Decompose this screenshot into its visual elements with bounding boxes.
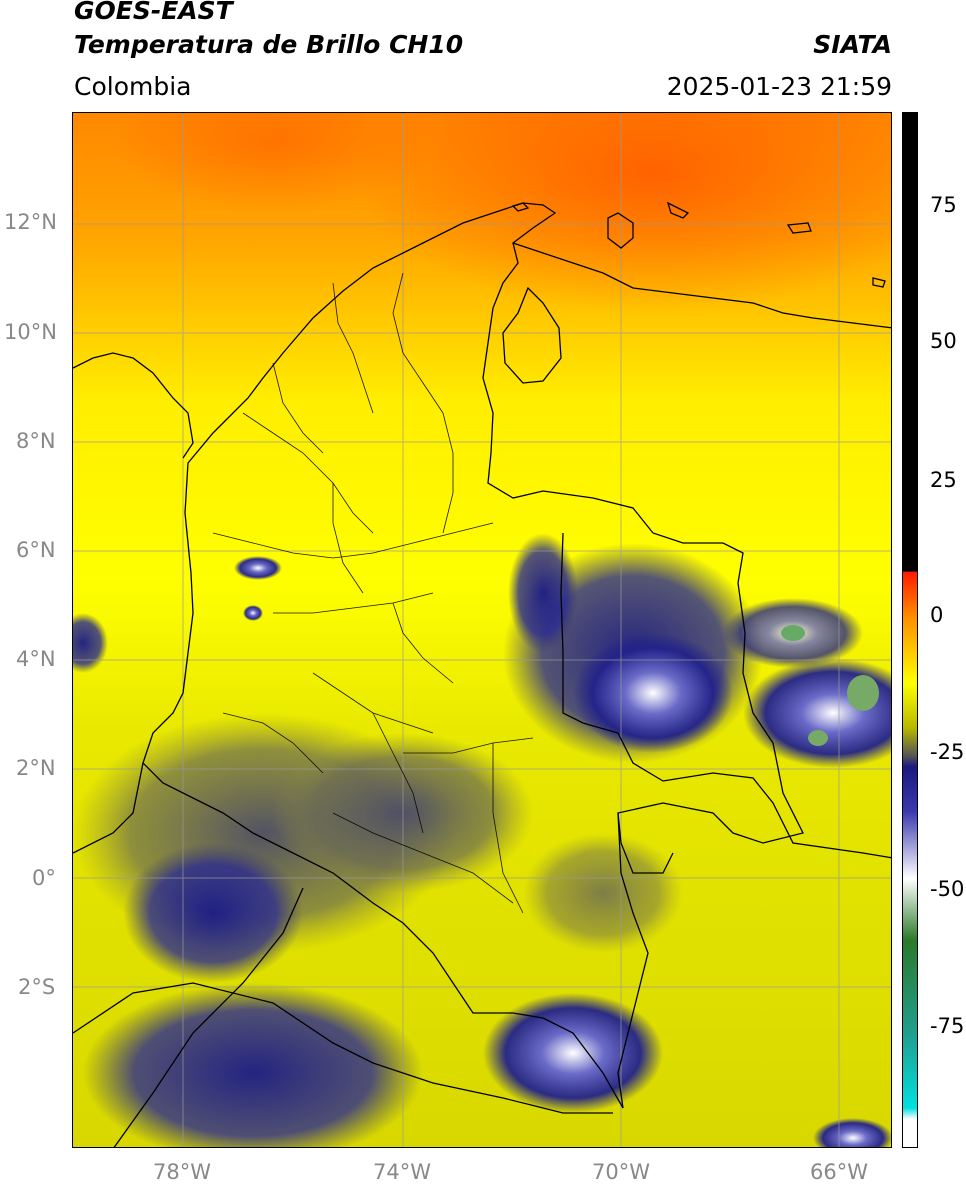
colorbar-tick-0: 0 xyxy=(930,603,944,627)
region-label: Colombia xyxy=(74,72,192,101)
timestamp-label: 2025-01-23 21:59 xyxy=(666,72,892,101)
brand-label: SIATA xyxy=(813,30,892,59)
lon-label-66W: 66°W xyxy=(810,1160,868,1184)
lat-label-0: 0° xyxy=(32,866,56,890)
convective-cell-east xyxy=(573,633,733,753)
map-canvas xyxy=(73,113,891,1147)
convective-cell-south xyxy=(483,993,663,1113)
lat-label-2N: 2°N xyxy=(16,756,56,780)
colorbar-tick-neg25: -25 xyxy=(930,740,965,764)
lat-label-2S: 2°S xyxy=(18,975,56,999)
colorbar-tick-neg50: -50 xyxy=(930,877,965,901)
colorbar xyxy=(902,112,918,1148)
lat-label-4N: 4°N xyxy=(16,647,56,671)
borders xyxy=(73,201,891,1147)
lon-label-74W: 74°W xyxy=(373,1160,431,1184)
lat-label-8N: 8°N xyxy=(16,429,56,453)
colorbar-tick-neg75: -75 xyxy=(930,1014,965,1038)
department-boundaries xyxy=(212,272,534,914)
colorbar-tick-25: 25 xyxy=(930,468,957,492)
lon-label-70W: 70°W xyxy=(592,1160,650,1184)
title-line2: Temperatura de Brillo CH10 xyxy=(74,30,464,59)
lon-label-78W: 78°W xyxy=(153,1160,211,1184)
title-line1: GOES-EAST xyxy=(74,0,233,25)
graticule xyxy=(73,113,891,1147)
lat-label-12N: 12°N xyxy=(4,210,57,234)
colorbar-tick-75: 75 xyxy=(930,193,957,217)
colorbar-tick-50: 50 xyxy=(930,329,957,353)
lat-label-10N: 10°N xyxy=(4,320,57,344)
satellite-map[interactable] xyxy=(72,112,892,1148)
lat-label-6N: 6°N xyxy=(16,538,56,562)
